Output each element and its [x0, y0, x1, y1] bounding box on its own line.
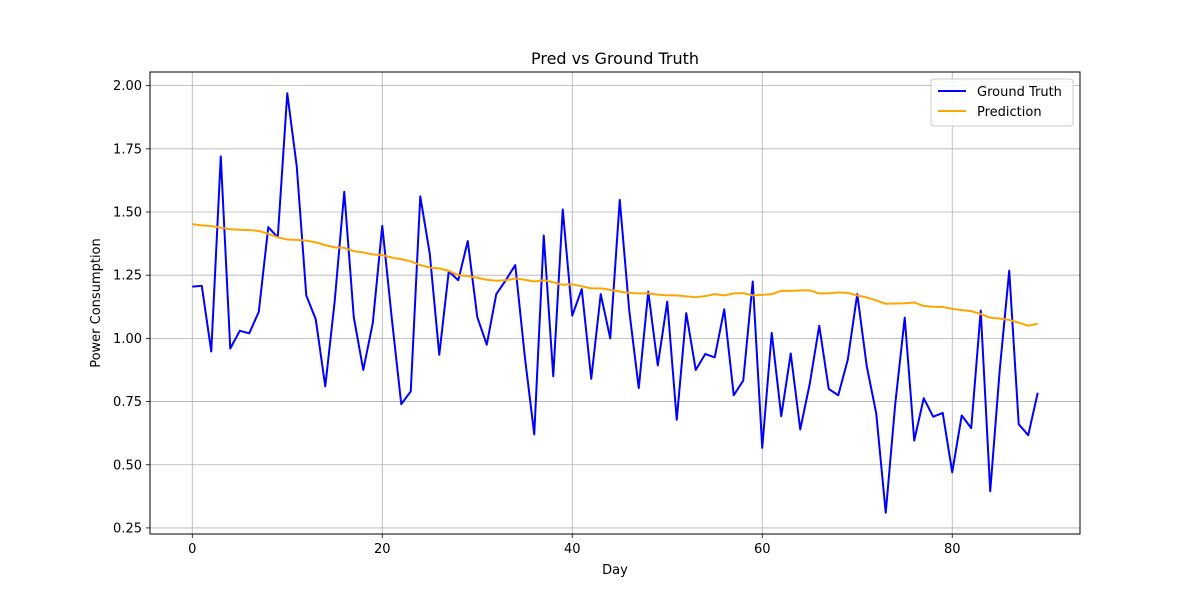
legend-label-ground-truth: Ground Truth: [977, 85, 1062, 100]
x-tick-label: 60: [754, 542, 771, 557]
y-tick-label: 1.00: [113, 332, 142, 347]
x-tick-label: 0: [188, 542, 196, 557]
x-axis-label: Day: [602, 563, 628, 578]
x-tick-label: 20: [374, 542, 391, 557]
plot-frame: [149, 71, 1081, 535]
x-tick-label: 80: [944, 542, 961, 557]
legend: Ground Truth Prediction: [930, 78, 1074, 127]
legend-box: [930, 78, 1074, 127]
y-tick-label: 1.75: [113, 142, 142, 157]
y-tick-label: 1.50: [113, 206, 142, 221]
y-tick-label: 2.00: [113, 79, 142, 94]
y-axis-label: Power Consumption: [89, 238, 104, 368]
y-tick-label: 0.50: [113, 458, 142, 473]
y-tick-label: 0.25: [113, 521, 142, 536]
legend-label-prediction: Prediction: [977, 105, 1042, 120]
y-tick-label: 0.75: [113, 395, 142, 410]
series-layer: [192, 92, 1039, 514]
tick-layer: 0 20 40 60 80 0.25 0.50 0.75 1.00 1.25 1.50 1.75 2.0…: [113, 79, 960, 557]
series-line-prediction: [192, 223, 1038, 327]
x-tick-label: 40: [564, 542, 581, 557]
chart-title: Pred vs Ground Truth: [531, 49, 699, 68]
y-tick-label: 1.25: [113, 269, 142, 284]
series-line-ground-truth: [192, 92, 1039, 514]
